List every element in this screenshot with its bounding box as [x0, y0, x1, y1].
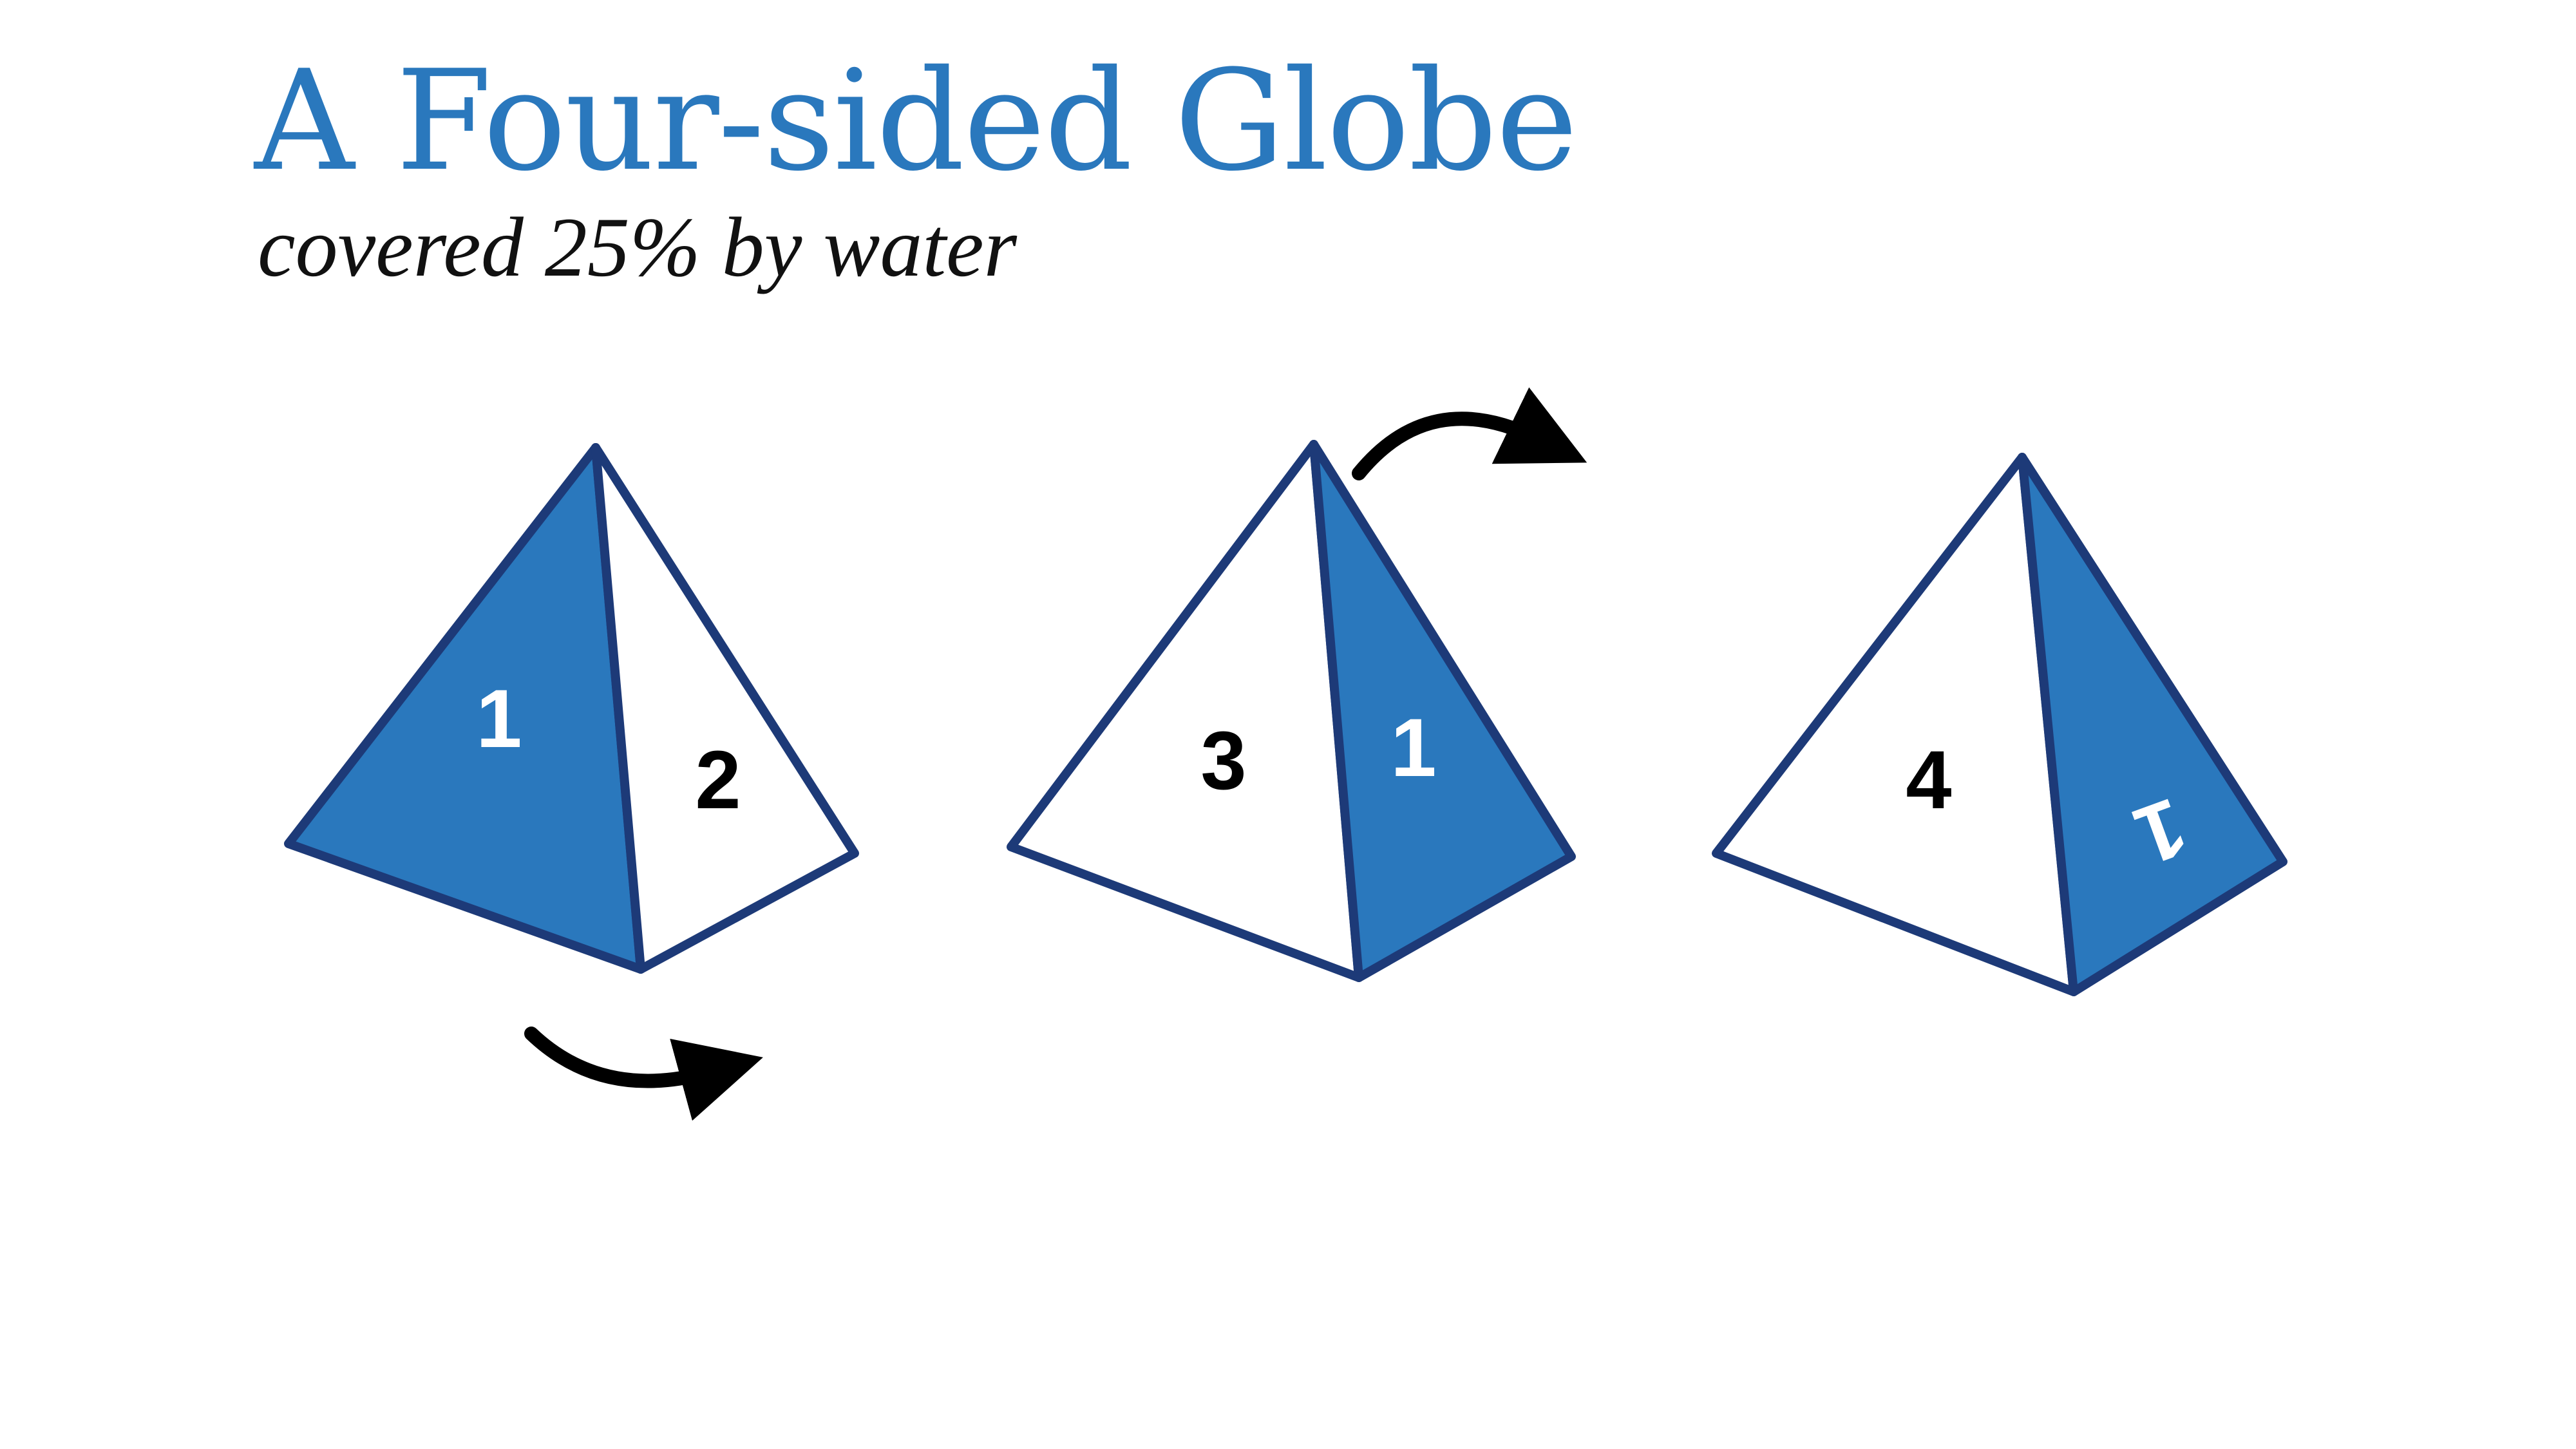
pyramid-1-face-left — [284, 443, 645, 974]
pyramid-3-face-left — [1712, 453, 2078, 996]
rotate-arrow-bottom-icon — [524, 1027, 763, 1121]
pyramid-1-face-right — [591, 443, 859, 974]
pyramid-1-label-right: 2 — [695, 734, 741, 826]
pyramid-3: 4 1 — [1712, 453, 2287, 996]
rotate-arrow-top-icon — [1352, 387, 1587, 480]
slide-subtitle: covered 25% by water — [258, 200, 1018, 294]
pyramid-3-face-right — [2018, 453, 2287, 996]
pyramid-2-face-left — [1007, 440, 1363, 982]
pyramid-1: 1 2 — [284, 443, 859, 974]
pyramid-2-face-right — [1309, 440, 1576, 982]
pyramid-2-label-left: 3 — [1200, 715, 1246, 807]
pyramid-2-label-right: 1 — [1390, 702, 1436, 794]
slide-title: A Four-sided Globe — [254, 40, 1578, 202]
pyramid-3-label-left: 4 — [1906, 734, 1951, 826]
pyramid-2: 3 1 — [1007, 440, 1576, 982]
pyramid-1-label-left: 1 — [476, 673, 522, 765]
